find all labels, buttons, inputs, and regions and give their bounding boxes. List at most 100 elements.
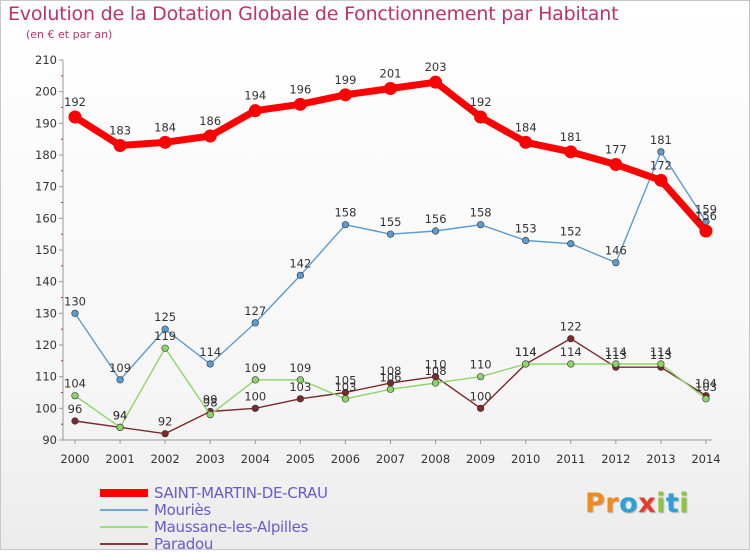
data-label: 184 bbox=[154, 120, 176, 134]
data-label: 92 bbox=[158, 415, 173, 429]
chart-title: Evolution de la Dotation Globale de Fonc… bbox=[8, 3, 619, 25]
data-point bbox=[657, 148, 665, 156]
x-tick-label: 2008 bbox=[421, 452, 450, 466]
data-point bbox=[248, 104, 262, 118]
legend-label: Mouriès bbox=[154, 500, 211, 519]
data-label: 99 bbox=[203, 393, 218, 407]
data-label: 104 bbox=[64, 377, 86, 391]
data-label: 106 bbox=[380, 370, 402, 384]
chart-axes: 90 100 110 120 130 140 150 160 170 180 190 200 210 20… bbox=[35, 53, 721, 466]
chart-legend: SAINT-MARTIN-DE-CRAU Mouriès Maussane-les-… bbox=[100, 483, 328, 553]
data-label: 122 bbox=[560, 320, 582, 334]
legend-swatch bbox=[100, 542, 148, 545]
data-label: 177 bbox=[605, 143, 627, 157]
data-label: 100 bbox=[470, 389, 492, 403]
data-point bbox=[158, 135, 172, 149]
data-point bbox=[161, 344, 169, 352]
data-label: 110 bbox=[470, 358, 492, 372]
data-label: 114 bbox=[515, 345, 537, 359]
data-point bbox=[386, 230, 395, 238]
series-layer bbox=[68, 75, 713, 438]
legend-entry: Mouriès bbox=[100, 500, 328, 519]
data-label: 108 bbox=[425, 364, 447, 378]
x-tick-label: 2014 bbox=[691, 452, 720, 466]
data-point bbox=[567, 240, 575, 248]
data-label: 114 bbox=[560, 345, 582, 359]
data-label: 109 bbox=[109, 361, 131, 375]
data-label: 172 bbox=[650, 158, 672, 172]
legend-entry: SAINT-MARTIN-DE-CRAU bbox=[100, 483, 328, 502]
data-label: 130 bbox=[64, 294, 86, 308]
x-tick-label: 2002 bbox=[150, 452, 179, 466]
data-label: 158 bbox=[470, 206, 492, 220]
data-label: 113 bbox=[605, 348, 627, 362]
data-label: 194 bbox=[244, 89, 266, 103]
y-tick-label: 190 bbox=[35, 116, 57, 130]
x-tick-label: 2000 bbox=[60, 452, 89, 466]
data-label: 103 bbox=[289, 380, 311, 394]
data-label: 181 bbox=[650, 133, 672, 147]
data-point bbox=[612, 259, 620, 267]
data-point bbox=[386, 385, 395, 393]
data-point bbox=[116, 423, 124, 431]
data-label: 110 bbox=[425, 358, 447, 372]
y-tick-label: 100 bbox=[35, 401, 57, 415]
y-tick-label: 200 bbox=[35, 85, 57, 99]
data-label: 114 bbox=[515, 345, 537, 359]
data-label: 105 bbox=[334, 374, 356, 388]
data-label: 98 bbox=[203, 396, 218, 410]
data-label: 104 bbox=[695, 377, 717, 391]
x-tick-label: 2011 bbox=[556, 452, 585, 466]
data-label: 153 bbox=[515, 222, 537, 236]
y-tick-label: 90 bbox=[42, 433, 57, 447]
data-label: 156 bbox=[425, 212, 447, 226]
y-tick-label: 160 bbox=[35, 211, 57, 225]
x-tick-label: 2009 bbox=[466, 452, 495, 466]
data-point bbox=[293, 97, 307, 111]
data-label: 142 bbox=[289, 256, 311, 270]
data-label: 183 bbox=[109, 124, 131, 138]
y-tick-label: 140 bbox=[35, 275, 57, 289]
y-tick-label: 130 bbox=[35, 306, 57, 320]
data-label: 100 bbox=[244, 389, 266, 403]
data-label: 114 bbox=[605, 345, 627, 359]
data-labels-layer: 192 183 184 186 194 196 199 201 203 192 184 181 177 1… bbox=[64, 60, 717, 429]
data-point bbox=[338, 88, 352, 102]
data-label: 199 bbox=[334, 73, 356, 87]
y-tick-label: 180 bbox=[35, 148, 57, 162]
data-label: 155 bbox=[380, 215, 402, 229]
x-tick-label: 2001 bbox=[105, 452, 134, 466]
data-label: 94 bbox=[113, 408, 128, 422]
legend-label: Maussane-les-Alpilles bbox=[154, 517, 309, 536]
data-point bbox=[203, 129, 217, 143]
data-point bbox=[477, 373, 485, 381]
series-line-saint-martin-de-crau bbox=[71, 78, 710, 235]
chart-subtitle: (en € et par an) bbox=[26, 28, 113, 41]
data-point bbox=[431, 379, 440, 387]
data-point bbox=[206, 360, 214, 368]
data-point bbox=[113, 139, 127, 152]
data-label: 192 bbox=[470, 95, 492, 109]
data-point bbox=[564, 145, 578, 159]
data-point bbox=[71, 417, 79, 425]
legend-entry: Maussane-les-Alpilles bbox=[100, 517, 328, 536]
legend-swatch bbox=[100, 488, 148, 497]
data-label: 186 bbox=[199, 114, 221, 128]
data-point bbox=[341, 221, 350, 229]
y-tick-label: 150 bbox=[35, 243, 57, 257]
data-point bbox=[522, 360, 530, 368]
data-label: 184 bbox=[515, 120, 537, 134]
x-tick-label: 2013 bbox=[646, 452, 675, 466]
data-label: 103 bbox=[334, 380, 356, 394]
data-point bbox=[612, 360, 620, 368]
data-label: 109 bbox=[244, 361, 266, 375]
data-label: 146 bbox=[605, 244, 627, 258]
data-point bbox=[657, 360, 665, 368]
data-label: 108 bbox=[380, 364, 402, 378]
data-label: 196 bbox=[289, 82, 311, 96]
legend-label: SAINT-MARTIN-DE-CRAU bbox=[154, 483, 328, 502]
x-tick-label: 2012 bbox=[601, 452, 630, 466]
data-point bbox=[567, 360, 575, 368]
data-point bbox=[296, 376, 304, 384]
